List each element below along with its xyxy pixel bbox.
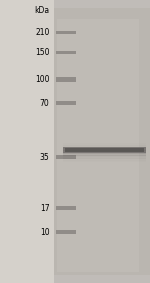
FancyBboxPatch shape xyxy=(56,77,76,82)
Bar xyxy=(63,151,146,152)
Bar xyxy=(63,152,146,153)
FancyBboxPatch shape xyxy=(57,19,139,272)
Bar xyxy=(63,158,146,159)
Bar xyxy=(63,153,146,154)
Bar xyxy=(63,148,146,149)
Bar xyxy=(63,156,146,157)
Bar xyxy=(63,153,146,154)
Text: 70: 70 xyxy=(40,99,50,108)
Text: kDa: kDa xyxy=(34,6,50,15)
FancyBboxPatch shape xyxy=(56,155,76,159)
Text: 100: 100 xyxy=(35,75,50,84)
Text: 17: 17 xyxy=(40,203,50,213)
FancyBboxPatch shape xyxy=(56,230,76,234)
Bar xyxy=(63,146,146,147)
Bar xyxy=(63,155,146,156)
Bar xyxy=(63,143,146,144)
Bar xyxy=(63,147,146,153)
Bar xyxy=(63,149,146,150)
Bar xyxy=(63,161,146,162)
Bar xyxy=(63,154,146,155)
Bar xyxy=(63,144,146,145)
Bar xyxy=(63,148,146,149)
FancyBboxPatch shape xyxy=(0,0,54,283)
FancyBboxPatch shape xyxy=(56,31,76,34)
Text: 150: 150 xyxy=(35,48,50,57)
Bar xyxy=(63,145,146,146)
Bar xyxy=(63,150,146,151)
Bar xyxy=(63,159,146,160)
FancyBboxPatch shape xyxy=(56,206,76,210)
Bar xyxy=(63,152,146,153)
Bar xyxy=(63,145,146,146)
Bar xyxy=(63,157,146,158)
Bar xyxy=(64,148,144,152)
Bar xyxy=(63,147,146,148)
FancyBboxPatch shape xyxy=(56,101,76,105)
FancyBboxPatch shape xyxy=(54,8,150,275)
Bar xyxy=(63,160,146,161)
Bar xyxy=(63,150,146,151)
Bar xyxy=(63,156,146,157)
Bar xyxy=(63,155,146,156)
FancyBboxPatch shape xyxy=(56,50,76,54)
Text: 210: 210 xyxy=(35,28,50,37)
Bar xyxy=(63,158,146,159)
Text: 35: 35 xyxy=(40,153,50,162)
Text: 10: 10 xyxy=(40,228,50,237)
